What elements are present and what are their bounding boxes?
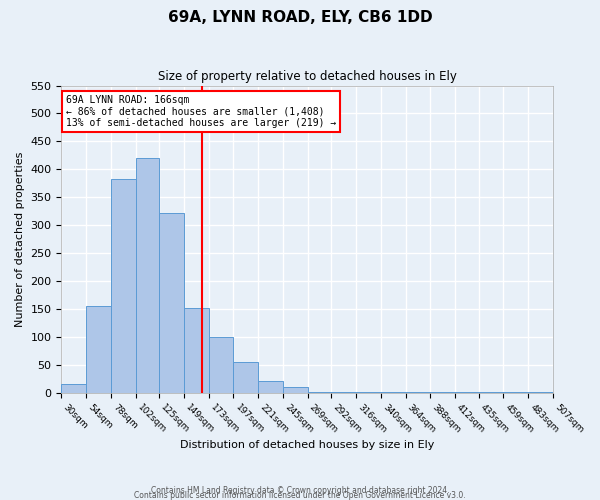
Bar	[209, 337, 233, 392]
Text: Contains HM Land Registry data © Crown copyright and database right 2024.: Contains HM Land Registry data © Crown c…	[151, 486, 449, 495]
Bar	[159, 214, 184, 392]
Text: 69A, LYNN ROAD, ELY, CB6 1DD: 69A, LYNN ROAD, ELY, CB6 1DD	[167, 10, 433, 25]
X-axis label: Distribution of detached houses by size in Ely: Distribution of detached houses by size …	[180, 440, 434, 450]
Bar	[111, 180, 136, 392]
Bar	[258, 382, 283, 392]
Text: Contains public sector information licensed under the Open Government Licence v3: Contains public sector information licen…	[134, 490, 466, 500]
Bar	[61, 384, 86, 392]
Bar	[283, 387, 308, 392]
Bar	[86, 306, 111, 392]
Title: Size of property relative to detached houses in Ely: Size of property relative to detached ho…	[158, 70, 457, 83]
Bar	[233, 362, 258, 392]
Bar	[136, 158, 159, 392]
Bar	[184, 308, 209, 392]
Y-axis label: Number of detached properties: Number of detached properties	[15, 152, 25, 327]
Text: 69A LYNN ROAD: 166sqm
← 86% of detached houses are smaller (1,408)
13% of semi-d: 69A LYNN ROAD: 166sqm ← 86% of detached …	[67, 95, 337, 128]
